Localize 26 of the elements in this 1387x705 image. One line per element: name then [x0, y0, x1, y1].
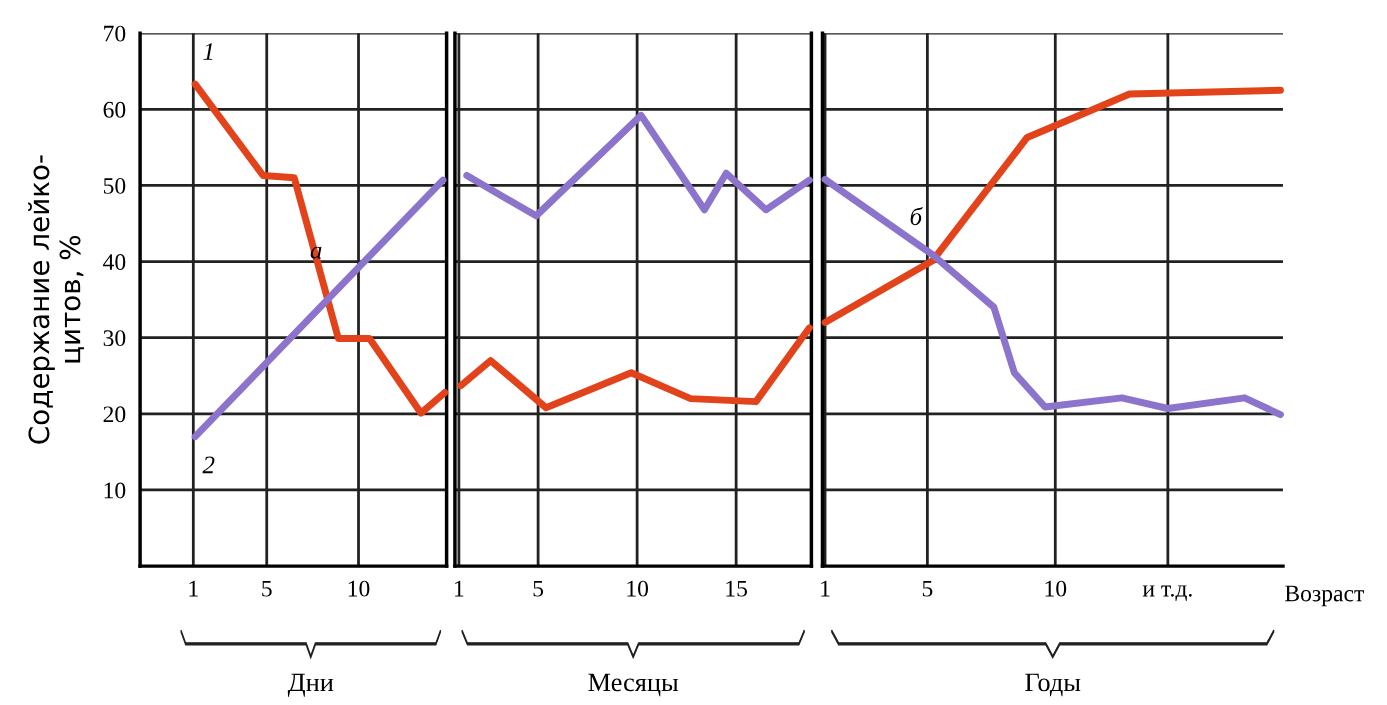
x-tick-label: 10 [348, 580, 370, 597]
y-tick-label: 10 [104, 482, 126, 499]
x-axis-title: Месяцы [588, 673, 679, 697]
x-axis-title: Дни [287, 673, 334, 697]
x-tick-label: и т.д. [1142, 585, 1192, 601]
y-axis-title: Содержание лейко- цитов, % [28, 155, 84, 444]
x-axis-title: Годы [1025, 673, 1081, 697]
x-tick-label: 5 [533, 580, 544, 597]
x-tick-label: 15 [726, 580, 748, 597]
y-tick-label: 20 [103, 406, 126, 423]
text: Возраст [1285, 585, 1364, 607]
annotation: б [910, 207, 923, 226]
series-label: 1 [203, 43, 213, 60]
x-tick-label: 10 [627, 580, 649, 597]
x-tick-label: 10 [1045, 580, 1067, 597]
x-tick-label: 1 [821, 580, 830, 597]
y-tick-label: 40 [103, 254, 126, 270]
x-tick-label: 1 [189, 580, 198, 597]
x-tick-label: 1 [455, 580, 464, 597]
y-tick-label: 60 [103, 101, 126, 118]
x-tick-label: 5 [922, 580, 933, 597]
x-tick-label: 5 [262, 580, 272, 597]
y-tick-label: 30 [103, 330, 126, 347]
series-label: 2 [202, 456, 215, 474]
y-tick-label: 70 [104, 25, 126, 42]
y-tick-label: 50 [103, 177, 126, 194]
